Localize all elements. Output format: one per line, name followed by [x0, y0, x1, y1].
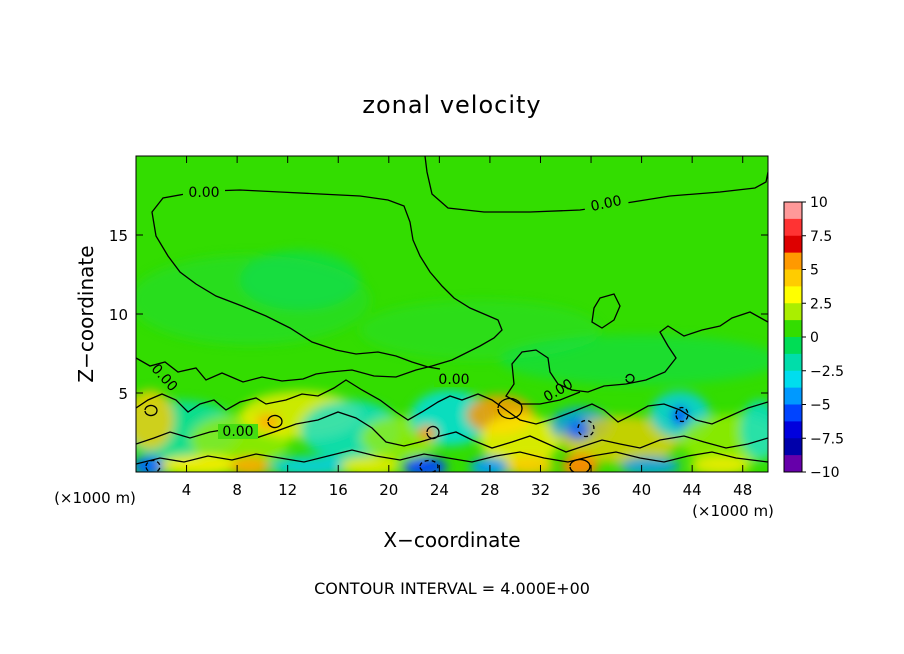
- colorbar-swatch: [784, 337, 802, 355]
- velocity-blob: [230, 456, 270, 472]
- velocity-blob: [136, 390, 174, 450]
- colorbar-tick-label: 7.5: [810, 229, 832, 245]
- velocity-blob: [672, 406, 688, 426]
- y-axis-label: Z−coordinate: [74, 245, 98, 382]
- contour-right-midlevel: [505, 311, 768, 405]
- contour-label-bg: [434, 372, 474, 387]
- colorbar-swatch: [784, 235, 802, 254]
- x-tick-label: 40: [632, 481, 651, 499]
- contour-eddy-3: [144, 404, 158, 417]
- colorbar-tick-label: 0: [810, 330, 819, 346]
- y-tick-label: 10: [109, 306, 128, 324]
- contour-label-bg: [218, 424, 258, 439]
- x-tick-label: 8: [232, 481, 242, 499]
- y-tick-label: 5: [118, 385, 128, 403]
- contour-eddy-9: [569, 458, 591, 472]
- colorbar-swatch: [784, 353, 802, 372]
- colorbar-swatch: [784, 269, 802, 287]
- colorbar-swatch: [784, 202, 802, 220]
- contour-interval-note: CONTOUR INTERVAL = 4.000E+00: [314, 579, 590, 598]
- x-tick-label: 32: [531, 481, 550, 499]
- velocity-blob: [690, 456, 750, 472]
- contour-eddy-4: [426, 425, 440, 440]
- contour-eddy-2: [267, 414, 283, 429]
- colorbar-tick-label: −2.5: [810, 364, 844, 380]
- colorbar-tick-label: −5: [810, 398, 831, 414]
- x-axis-label: X−coordinate: [383, 528, 520, 552]
- x-tick-label: 4: [182, 481, 192, 499]
- y-axis: 5 10 15: [109, 227, 768, 403]
- contour-label-bg: [583, 191, 630, 216]
- colorbar-tick-label: −7.5: [810, 431, 844, 447]
- contour-label: 0.00: [188, 185, 219, 201]
- velocity-blob: [500, 335, 768, 385]
- velocity-blob: [506, 456, 554, 472]
- colorbar: 10 7.5 5 2.5 0 −2.5 −5 −7.5 −10: [783, 195, 844, 481]
- velocity-blob: [566, 420, 590, 440]
- x-unit-right: (×1000 m): [692, 502, 774, 520]
- contour-label: 0.00: [222, 424, 253, 440]
- x-tick-label: 20: [379, 481, 398, 499]
- x-tick-label: 48: [733, 481, 752, 499]
- colorbar-swatch: [784, 438, 802, 456]
- velocity-blob: [470, 457, 510, 472]
- colorbar-swatch: [784, 421, 802, 439]
- contour-eddy-1: [497, 397, 523, 420]
- contour-small-loop: [591, 293, 621, 329]
- velocity-blob: [560, 416, 680, 464]
- colorbar-swatch: [784, 252, 802, 270]
- contour-lower-band: [136, 379, 768, 425]
- x-tick-label: 36: [581, 481, 600, 499]
- colorbar-swatch: [784, 320, 802, 338]
- plot-area: [136, 156, 768, 472]
- contour-upper-right: [424, 156, 768, 213]
- colorbar-tick-label: 2.5: [810, 296, 832, 312]
- contour-upper-left: [136, 189, 503, 383]
- y-tick-label: 15: [109, 227, 128, 245]
- contour-eddy-8: [419, 459, 439, 472]
- x-axis: 4 8 12 16 20 24 28 32 36 40 44 48: [182, 156, 752, 499]
- contour-label-bg: [183, 185, 225, 200]
- x-tick-label: 12: [278, 481, 297, 499]
- x-tick-label: 44: [683, 481, 702, 499]
- velocity-blob: [240, 250, 360, 310]
- x-tick-label: 24: [430, 481, 449, 499]
- x-tick-label: 28: [480, 481, 499, 499]
- colorbar-swatch: [784, 404, 802, 422]
- x-unit-left: (×1000 m): [54, 489, 136, 507]
- velocity-blob: [403, 457, 447, 472]
- colorbar-swatch: [784, 455, 802, 473]
- colorbar-swatch: [784, 286, 802, 304]
- velocity-blob: [160, 455, 240, 472]
- colorbar-tick-label: 10: [810, 195, 828, 211]
- contour-eddy-10: [625, 373, 635, 384]
- colorbar-swatch: [784, 370, 802, 389]
- colorbar-tick-label: 5: [810, 263, 819, 279]
- chart-title: zonal velocity: [362, 91, 541, 119]
- colorbar-swatch: [784, 303, 802, 321]
- contour-near-ground: [136, 449, 768, 465]
- velocity-blob: [340, 456, 400, 472]
- contour-label: 0.00: [438, 372, 469, 388]
- colorbar-tick-label: −10: [810, 465, 840, 481]
- contour-label: 0.00: [589, 193, 623, 215]
- x-tick-label: 16: [329, 481, 348, 499]
- colorbar-swatch: [784, 218, 802, 237]
- colorbar-swatch: [784, 387, 802, 405]
- velocity-blob: [740, 400, 768, 460]
- velocity-blob: [620, 456, 680, 472]
- contour-eddy-5: [577, 419, 595, 438]
- velocity-blob: [562, 454, 598, 472]
